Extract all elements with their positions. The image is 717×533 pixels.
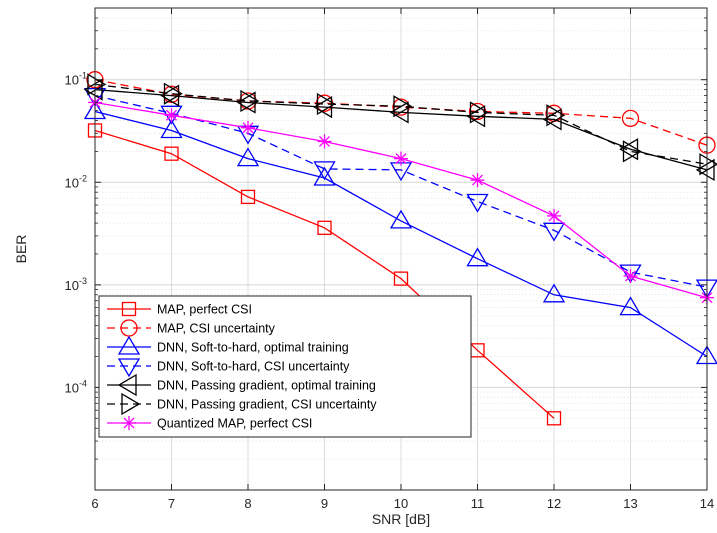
- x-tick-label: 7: [168, 496, 175, 511]
- y-tick-exponent: -4: [79, 378, 87, 388]
- legend-label: MAP, CSI uncertainty: [157, 322, 276, 336]
- data-point: [466, 193, 489, 213]
- y-tick-label: 10-4: [65, 378, 87, 395]
- data-point: [542, 283, 566, 303]
- data-point: [623, 268, 638, 283]
- legend-entry: Quantized MAP, perfect CSI: [107, 416, 312, 431]
- legend-label: DNN, Soft-to-hard, CSI uncertainty: [157, 360, 350, 374]
- data-point: [622, 140, 642, 163]
- legend-label: DNN, Soft-to-hard, optimal training: [157, 341, 349, 355]
- data-point: [621, 109, 640, 127]
- legend-entry: DNN, Passing gradient, optimal training: [107, 373, 376, 397]
- data-point: [236, 147, 260, 167]
- y-tick-base: 10: [65, 380, 79, 395]
- data-point: [695, 158, 715, 182]
- data-point: [160, 119, 183, 139]
- y-tick-label: 10-1: [65, 71, 87, 88]
- x-tick-label: 9: [321, 496, 328, 511]
- y-tick-exponent: -2: [79, 173, 87, 183]
- x-axis-label: SNR [dB]: [372, 511, 430, 527]
- data-point: [241, 120, 255, 135]
- y-tick-base: 10: [65, 175, 79, 190]
- data-point: [466, 247, 489, 267]
- legend-entry: MAP, perfect CSI: [107, 301, 252, 317]
- data-point: [164, 146, 179, 161]
- legend-entry: DNN, Soft-to-hard, optimal training: [107, 335, 349, 355]
- x-tick-label: 11: [471, 496, 485, 511]
- y-tick-label: 10-3: [65, 276, 87, 293]
- data-point: [542, 108, 562, 131]
- legend-marker: [117, 358, 141, 378]
- data-point: [393, 271, 409, 286]
- legend-entry: DNN, Soft-to-hard, CSI uncertainty: [107, 358, 350, 378]
- legend-marker: [121, 392, 141, 416]
- y-tick-label: 10-2: [65, 173, 87, 190]
- data-point: [699, 153, 717, 176]
- x-tick-label: 12: [547, 496, 561, 511]
- data-point: [393, 95, 413, 118]
- legend-marker: [117, 373, 137, 397]
- data-point: [619, 296, 642, 316]
- legend-label: MAP, perfect CSI: [157, 303, 252, 317]
- legend-marker: [117, 335, 141, 355]
- data-point: [389, 209, 413, 229]
- data-point: [313, 161, 336, 181]
- legend-entry: MAP, CSI uncertainty: [107, 319, 276, 337]
- legend-label: DNN, Passing gradient, CSI uncertainty: [157, 398, 377, 412]
- data-point: [389, 101, 409, 124]
- x-tick-label: 6: [91, 496, 98, 511]
- data-point: [546, 104, 566, 127]
- legend-label: DNN, Passing gradient, optimal training: [157, 379, 376, 393]
- data-point: [546, 411, 562, 426]
- x-tick-label: 14: [700, 496, 714, 511]
- data-point: [542, 222, 566, 242]
- series-line: [94, 110, 708, 358]
- y-tick-exponent: -3: [79, 276, 87, 286]
- data-point: [313, 166, 336, 186]
- data-point: [317, 220, 332, 235]
- x-tick-label: 8: [244, 496, 251, 511]
- data-point: [164, 108, 179, 123]
- y-tick-base: 10: [65, 73, 79, 88]
- series-line: [94, 79, 708, 146]
- data-point: [619, 264, 642, 284]
- legend-marker: [122, 416, 136, 430]
- legend-label: Quantized MAP, perfect CSI: [157, 417, 312, 431]
- data-point: [469, 101, 489, 124]
- series-line: [94, 129, 555, 419]
- legend: MAP, perfect CSI MAP, CSI uncertainty DNN,…: [98, 295, 472, 438]
- data-point: [240, 189, 256, 205]
- data-point: [394, 151, 408, 166]
- data-point: [470, 173, 485, 188]
- data-point: [317, 134, 332, 149]
- data-point: [83, 78, 103, 101]
- data-point: [547, 208, 561, 223]
- legend-entry: DNN, Passing gradient, CSI uncertainty: [107, 392, 377, 416]
- x-tick-label: 10: [394, 496, 408, 511]
- data-point: [313, 95, 333, 119]
- y-axis-label: BER: [13, 235, 29, 264]
- y-tick-base: 10: [65, 278, 79, 293]
- legend-box: [98, 295, 472, 438]
- data-point: [466, 105, 486, 128]
- data-point: [240, 89, 260, 113]
- series-0: [87, 123, 562, 426]
- legend-marker: [121, 301, 137, 317]
- y-tick-exponent: -1: [79, 71, 87, 81]
- data-point: [163, 82, 183, 105]
- data-point: [316, 92, 336, 116]
- x-tick-label: 13: [623, 496, 637, 511]
